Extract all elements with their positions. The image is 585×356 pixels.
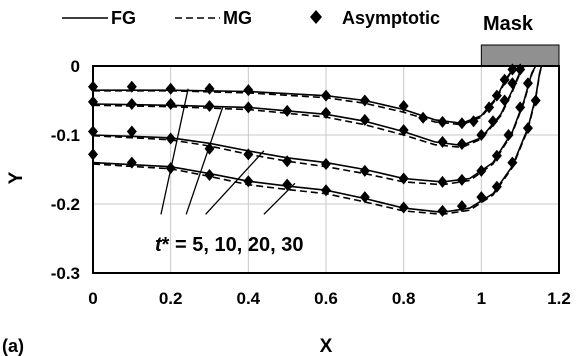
- asymptotic-point: [359, 164, 370, 177]
- asymptotic-point: [484, 101, 495, 114]
- asymptotic-point: [491, 149, 502, 162]
- asymptotic-point: [507, 63, 518, 76]
- asymptotic-point: [499, 94, 510, 107]
- x-tick-label: 1: [477, 289, 486, 308]
- mg-line-t5: [93, 65, 517, 126]
- asymptotic-point: [126, 125, 137, 138]
- asymptotic-point: [321, 184, 331, 197]
- x-tick-label: 0.2: [159, 289, 183, 308]
- asymptotic-point: [88, 148, 98, 161]
- legend-asymptotic-label: Asymptotic: [342, 8, 440, 28]
- asymptotic-point: [487, 115, 498, 128]
- y-tick-label: 0: [71, 57, 80, 76]
- asymptotic-point: [88, 95, 98, 108]
- fg-line-t30: [92, 65, 543, 214]
- mask-label: Mask: [483, 13, 534, 35]
- fg-line-t10: [92, 65, 525, 147]
- x-tick-label: 0.6: [314, 289, 338, 308]
- asymptotic-point: [359, 191, 370, 204]
- asymptotic-point: [456, 137, 467, 150]
- y-tick-label: -0.1: [51, 126, 80, 145]
- t-star-values: * = 5, 10, 20, 30: [162, 234, 304, 256]
- asymptotic-point: [491, 89, 502, 102]
- asymptotic-point: [437, 175, 448, 188]
- x-tick-labels: 0 0.2 0.4 0.6 0.8 1 1.2: [88, 289, 571, 308]
- asymptotic-point: [398, 201, 409, 214]
- asymptotic-point: [507, 156, 518, 169]
- asymptotic-point: [359, 94, 370, 107]
- asymptotic-point: [165, 82, 176, 95]
- asymptotic-point: [282, 104, 293, 117]
- asymptotic-point: [515, 63, 526, 76]
- asymptotic-point: [321, 89, 331, 102]
- asymptotic-point: [437, 204, 448, 217]
- asymptotic-point: [282, 155, 293, 168]
- asymptotic-point: [398, 124, 409, 137]
- asymptotic-point: [522, 122, 533, 135]
- x-tick-label: 0: [88, 289, 97, 308]
- asymptotic-point: [243, 148, 254, 161]
- x-axis-label: X: [320, 336, 333, 356]
- leader-line: [263, 182, 296, 215]
- y-axis-label: Y: [6, 171, 27, 184]
- x-tick-label: 1.2: [547, 289, 571, 308]
- asymptotic-point: [88, 125, 98, 138]
- asymptotic-point: [522, 77, 533, 90]
- asymptotic-point: [515, 101, 526, 114]
- asymptotic-point: [476, 164, 487, 177]
- t-star-prefix: t: [155, 234, 163, 256]
- asymptotic-point: [398, 172, 409, 185]
- x-tick-label: 0.8: [392, 289, 416, 308]
- asymptotic-point: [437, 135, 448, 148]
- y-tick-label: -0.2: [51, 195, 80, 214]
- legend: FG MG Asymptotic: [62, 8, 440, 28]
- asymptotic-point: [359, 113, 370, 126]
- asymptotic-point: [503, 129, 514, 141]
- asymptotic-point: [398, 100, 409, 113]
- asymptotic-point: [456, 117, 467, 130]
- legend-mg-label: MG: [223, 8, 252, 28]
- asymptotic-point: [491, 180, 502, 193]
- asymptotic-point: [476, 129, 487, 141]
- asymptotic-point: [418, 111, 429, 124]
- asymptotic-point: [88, 80, 98, 93]
- asymptotic-point: [243, 101, 254, 114]
- y-tick-label: -0.3: [51, 264, 80, 283]
- asymptotic-point: [499, 73, 510, 86]
- mask-rect: [480, 44, 560, 67]
- asymptotic-point: [126, 80, 137, 93]
- asymptotic-point: [204, 82, 215, 95]
- asymptotic-point: [243, 175, 254, 188]
- asymptotic-point: [165, 132, 176, 145]
- asymptotic-point: [243, 84, 254, 97]
- asymptotic-point: [476, 191, 487, 204]
- asymptotic-point: [507, 77, 518, 90]
- asymptotic-point: [204, 100, 215, 113]
- leader-line: [185, 105, 224, 215]
- asymptotic-point: [456, 200, 467, 213]
- y-tick-labels: 0 -0.1 -0.2 -0.3: [51, 57, 80, 283]
- asymptotic-point: [456, 173, 467, 186]
- leader-line: [160, 88, 189, 215]
- series-group: [88, 63, 543, 217]
- legend-asymptotic-marker: [310, 10, 322, 24]
- legend-fg-label: FG: [111, 8, 136, 28]
- leader-line: [205, 150, 265, 215]
- x-tick-label: 0.4: [237, 289, 261, 308]
- asymptotic-point: [530, 94, 541, 107]
- asymptotic-point: [321, 157, 331, 170]
- asymptotic-point: [126, 156, 137, 169]
- annotation-leaders: [160, 88, 296, 215]
- asymptotic-point: [437, 115, 448, 128]
- asymptotic-point: [165, 97, 176, 110]
- asymptotic-point: [126, 97, 137, 110]
- asymptotic-point: [204, 169, 215, 182]
- asymptotic-point: [468, 115, 479, 128]
- asymptotic-point: [321, 106, 331, 119]
- t-star-annotation: t* = 5, 10, 20, 30: [155, 234, 303, 256]
- plot-frame: [92, 65, 560, 274]
- panel-label: (a): [2, 336, 24, 356]
